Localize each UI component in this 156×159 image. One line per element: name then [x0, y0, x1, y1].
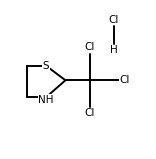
Text: H: H	[110, 45, 118, 55]
Text: NH: NH	[38, 95, 54, 105]
Text: Cl: Cl	[84, 108, 95, 118]
Text: S: S	[43, 61, 49, 71]
Text: Cl: Cl	[120, 75, 130, 85]
Text: Cl: Cl	[84, 42, 95, 52]
Text: Cl: Cl	[109, 15, 119, 25]
